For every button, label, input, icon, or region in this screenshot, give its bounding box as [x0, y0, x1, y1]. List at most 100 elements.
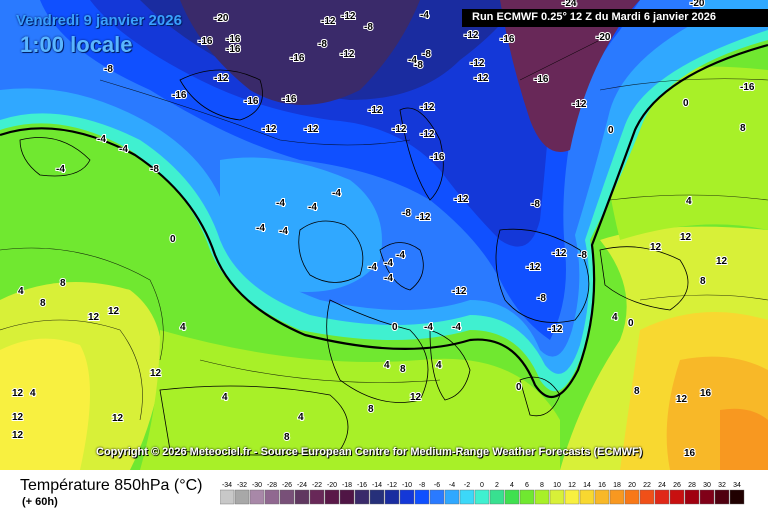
temp-label: 12	[108, 306, 120, 317]
scale-swatch	[534, 489, 550, 505]
temp-label: -16	[172, 90, 187, 101]
temp-label: -8	[364, 22, 373, 33]
isotherms-minor	[0, 39, 768, 421]
parameter-title: Température 850hPa (°C)	[20, 477, 203, 494]
temp-label: -8	[578, 250, 587, 261]
temp-label: -4	[368, 262, 377, 273]
scale-tick-label: -34	[222, 482, 232, 489]
scale-swatch	[264, 489, 280, 505]
temp-label: -12	[262, 124, 277, 135]
temperature-850hpa-map: -20 -12 -16 -16 -8 -12 -8 -4 -12 -16 -20…	[0, 0, 768, 470]
scale-tick-label: 6	[525, 482, 529, 489]
temp-label: 16	[700, 388, 712, 399]
scale-swatch	[729, 489, 745, 505]
forecast-local-time: 1:00 locale	[20, 32, 133, 57]
scale-tick-label: 32	[718, 482, 726, 489]
temp-label: 12	[12, 430, 24, 441]
temp-label: -16	[500, 34, 515, 45]
temp-label: -8	[414, 60, 423, 71]
scale-swatch	[414, 489, 430, 505]
scale-tick-label: -10	[402, 482, 412, 489]
temp-label: -4	[332, 188, 341, 199]
scale-swatch	[459, 489, 475, 505]
scale-tick-label: -18	[342, 482, 352, 489]
temp-label: -4	[420, 10, 429, 21]
temp-label: 12	[716, 256, 728, 267]
scale-tick-label: 12	[568, 482, 576, 489]
field-purple-north	[180, 0, 420, 105]
temp-label: -12	[321, 16, 336, 27]
temp-label: 16	[684, 448, 696, 459]
temp-label: -4	[256, 223, 265, 234]
scale-swatch	[654, 489, 670, 505]
scale-tick-label: -2	[464, 482, 470, 489]
temp-label: -12	[420, 102, 435, 113]
temp-label: -12	[420, 129, 435, 140]
scale-tick-label: -16	[357, 482, 367, 489]
scale-tick-label: 20	[628, 482, 636, 489]
temp-label: -4	[384, 273, 393, 284]
temp-label: 0	[392, 322, 398, 333]
scale-tick-label: 26	[673, 482, 681, 489]
temp-label: -12	[214, 73, 229, 84]
scale-tick-label: 14	[583, 482, 591, 489]
temp-label: 4	[436, 360, 442, 371]
temp-label: -8	[318, 39, 327, 50]
scale-swatch	[294, 489, 310, 505]
temp-label: 12	[680, 232, 692, 243]
temp-label: -12	[470, 58, 485, 69]
forecast-date: Vendredi 9 janvier 2026	[16, 12, 182, 29]
field-atlantic-pool	[220, 157, 382, 292]
temp-label: 8	[400, 364, 406, 375]
temp-label: -8	[150, 164, 159, 175]
scale-tick-label: 24	[658, 482, 666, 489]
temperature-labels: -20 -12 -16 -16 -8 -12 -8 -4 -12 -16 -20…	[11, 0, 756, 460]
scale-tick-label: 18	[613, 482, 621, 489]
temp-label: -12	[464, 30, 479, 41]
scale-swatch	[624, 489, 640, 505]
coastlines	[19, 69, 689, 456]
forecast-step: (+ 60h)	[22, 496, 58, 508]
scale-swatch	[639, 489, 655, 505]
scale-tick-label: 8	[540, 482, 544, 489]
scale-tick-label: -32	[237, 482, 247, 489]
scale-swatch	[220, 489, 235, 505]
field-purple-northeast	[500, 0, 640, 152]
scale-tick-label: -14	[372, 482, 382, 489]
temp-label: 4	[612, 312, 618, 323]
temp-label: -20	[596, 32, 611, 43]
scale-swatch	[249, 489, 265, 505]
scale-tick-label: -30	[252, 482, 262, 489]
scale-tick-label: 28	[688, 482, 696, 489]
temp-label: 12	[12, 412, 24, 423]
copyright-notice: Copyright © 2026 Meteociel.fr - Source E…	[96, 446, 643, 458]
temp-label: -12	[304, 124, 319, 135]
scale-swatch	[279, 489, 295, 505]
temp-label: -12	[552, 248, 567, 259]
temp-label: -16	[430, 152, 445, 163]
scale-tick-label: -24	[297, 482, 307, 489]
scale-tick-label: 4	[510, 482, 514, 489]
temp-label: 8	[40, 298, 46, 309]
temp-label: 0	[628, 318, 634, 329]
temp-label: -12	[548, 324, 563, 335]
scale-tick-label: 2	[495, 482, 499, 489]
temp-label: 4	[686, 196, 692, 207]
temp-label: 12	[112, 413, 124, 424]
temp-label: -16	[198, 36, 213, 47]
temp-label: -12	[341, 11, 356, 22]
temp-label: -12	[572, 99, 587, 110]
temp-label: -24	[562, 0, 577, 9]
temp-label: -12	[454, 194, 469, 205]
scale-swatch	[699, 489, 715, 505]
temp-label: -4	[308, 202, 317, 213]
temp-label: -8	[422, 49, 431, 60]
temp-label: -4	[396, 250, 405, 261]
temp-label: -4	[56, 164, 65, 175]
scale-swatch	[609, 489, 625, 505]
temp-label: 0	[608, 125, 614, 136]
run-info-box	[462, 9, 768, 27]
scale-swatch	[549, 489, 565, 505]
temp-label: 12	[150, 368, 162, 379]
